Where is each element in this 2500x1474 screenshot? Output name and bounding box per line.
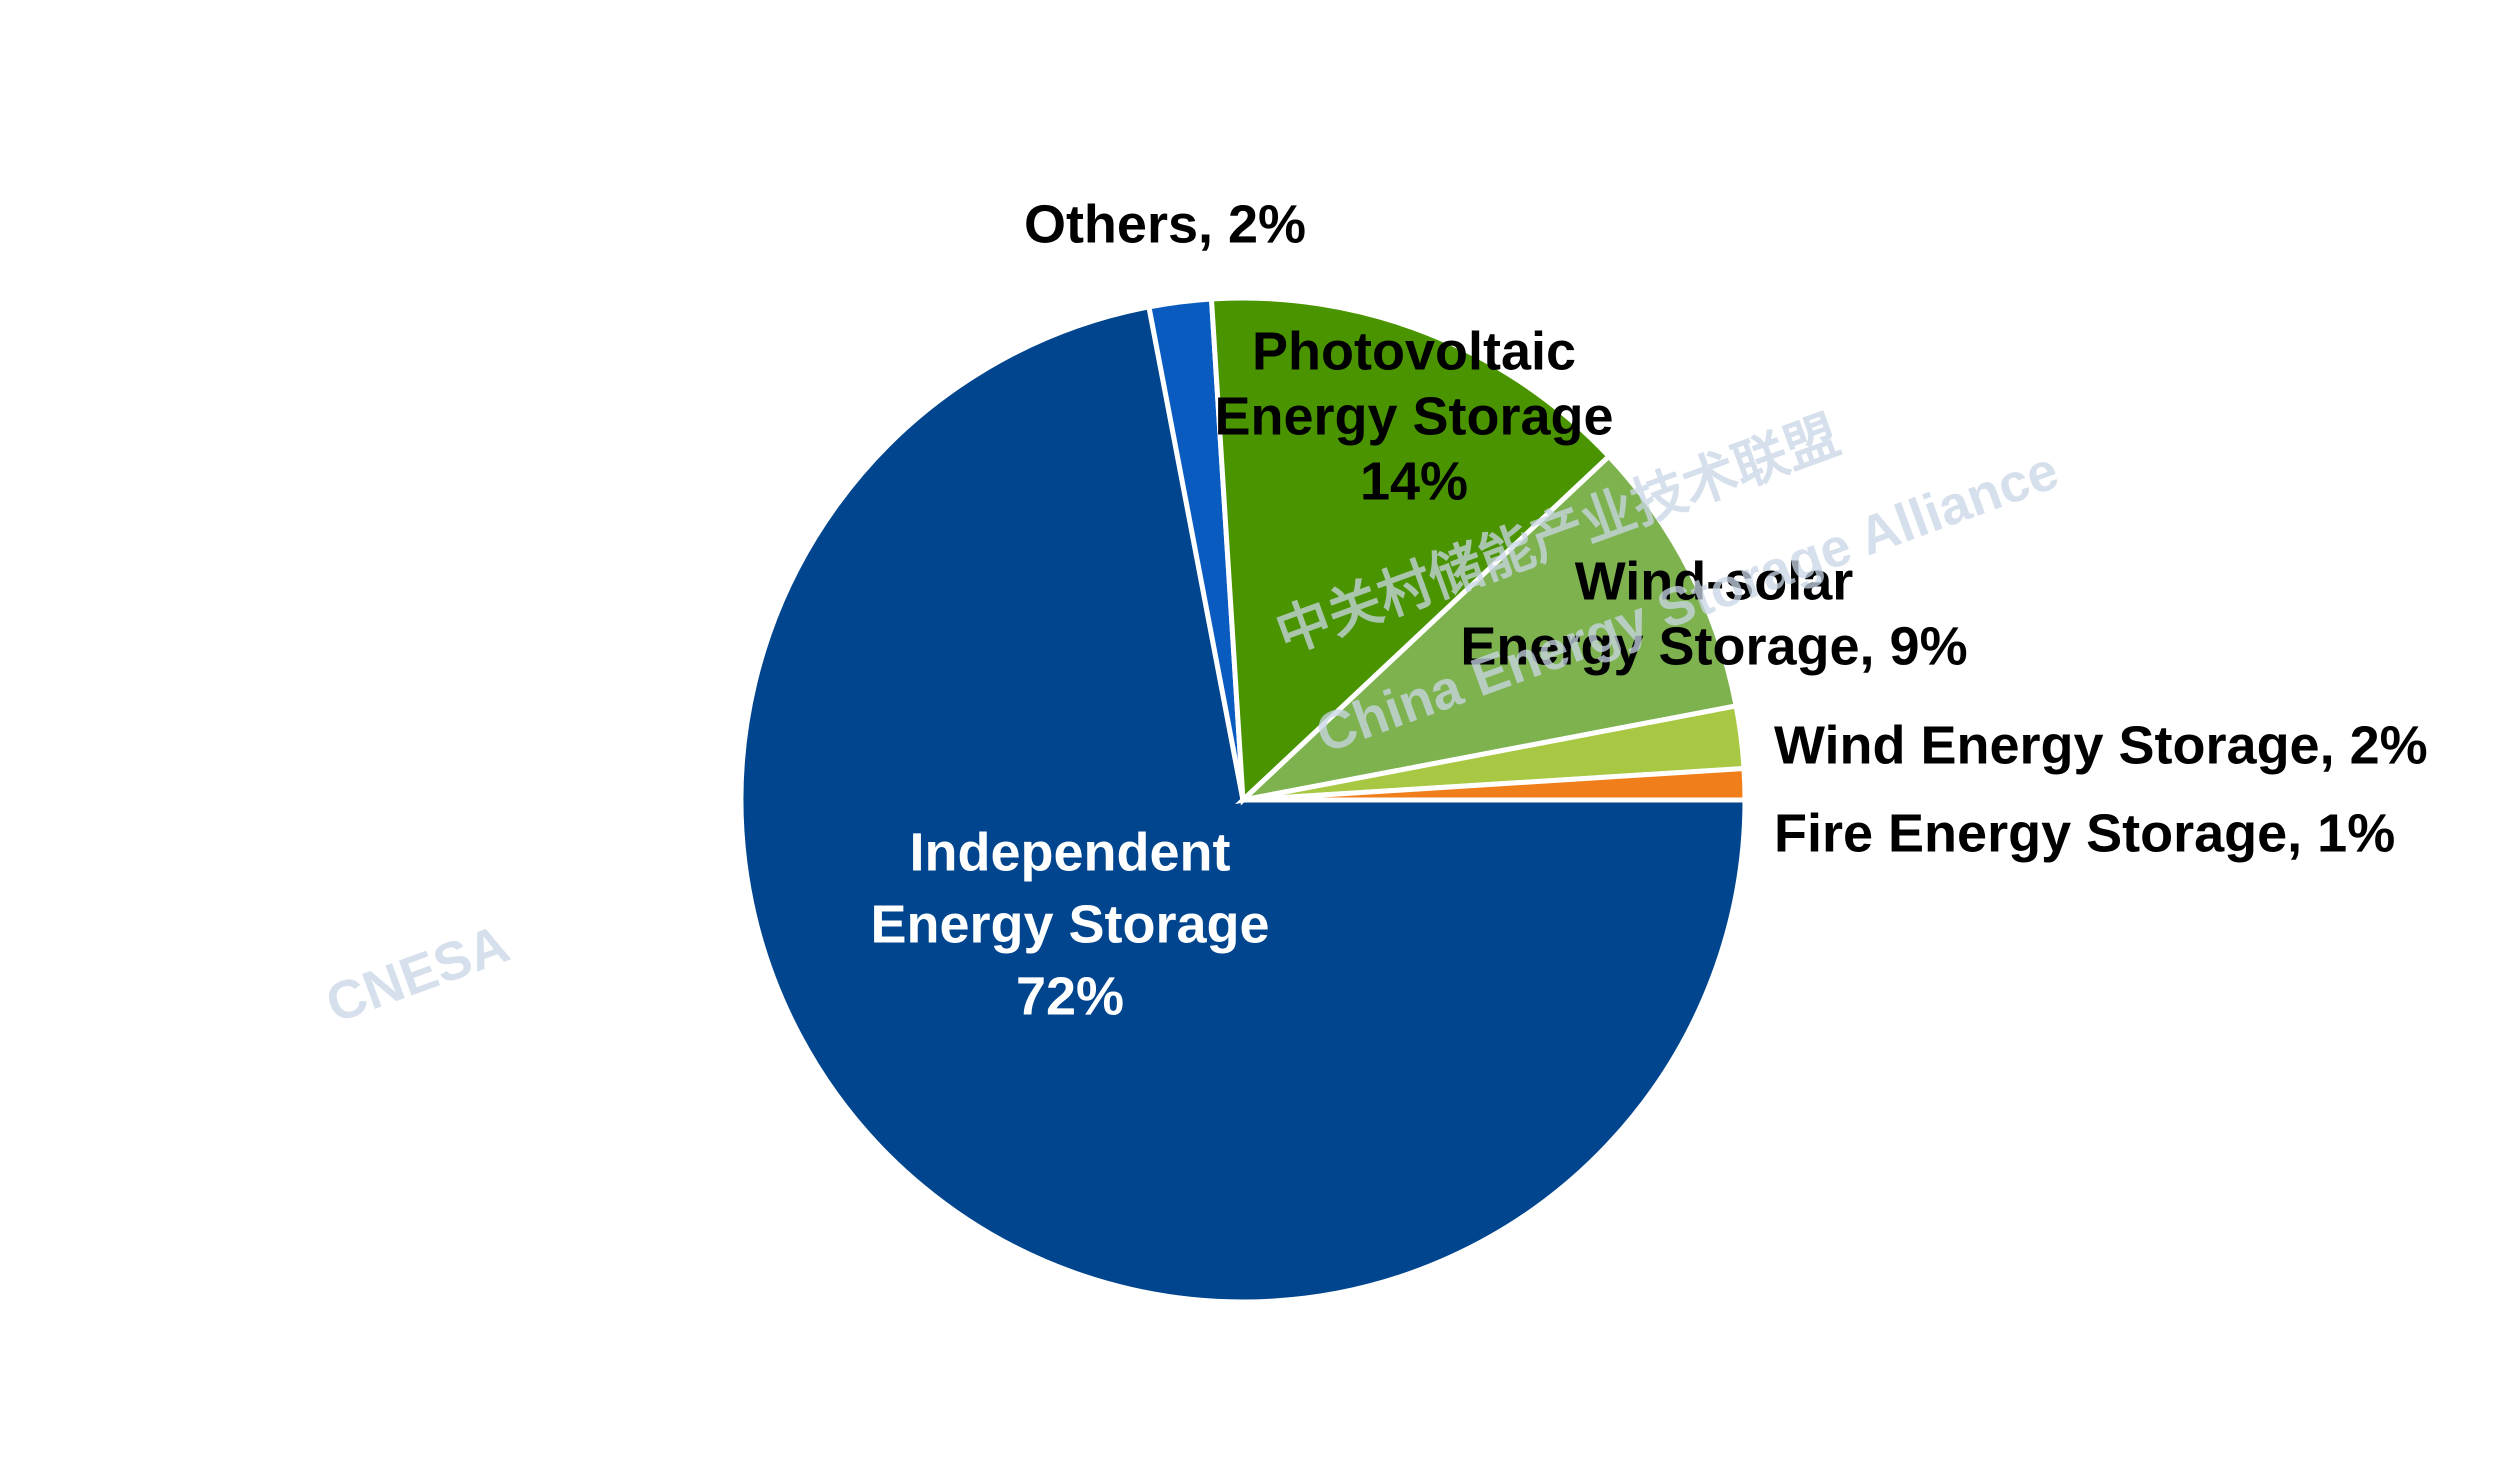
pie-slice [738,303,1748,1305]
data-label: Energy Storage, 9% [1460,616,1967,676]
data-label: Energy Storage [1214,386,1613,446]
data-label: Others, 2% [1024,194,1306,254]
pie-slice [1208,295,1613,806]
data-label: 14% [1360,451,1468,511]
data-label: Photovoltaic [1252,321,1576,381]
data-labels: Independent Energy Storage 72% Others, 2% Ph… [870,194,2427,1026]
data-label: Independent [910,822,1231,882]
data-label: Fire Energy Storage, 1% [1774,803,2395,863]
data-label: Wind Energy Storage, 2% [1774,715,2428,775]
pie-slice [1235,452,1740,805]
data-label: Wind-solar [1575,551,1854,611]
data-label: 72% [1016,966,1124,1026]
pie [738,295,1748,1305]
pie-slice [1242,765,1748,803]
data-label: Energy Storage [870,894,1269,954]
